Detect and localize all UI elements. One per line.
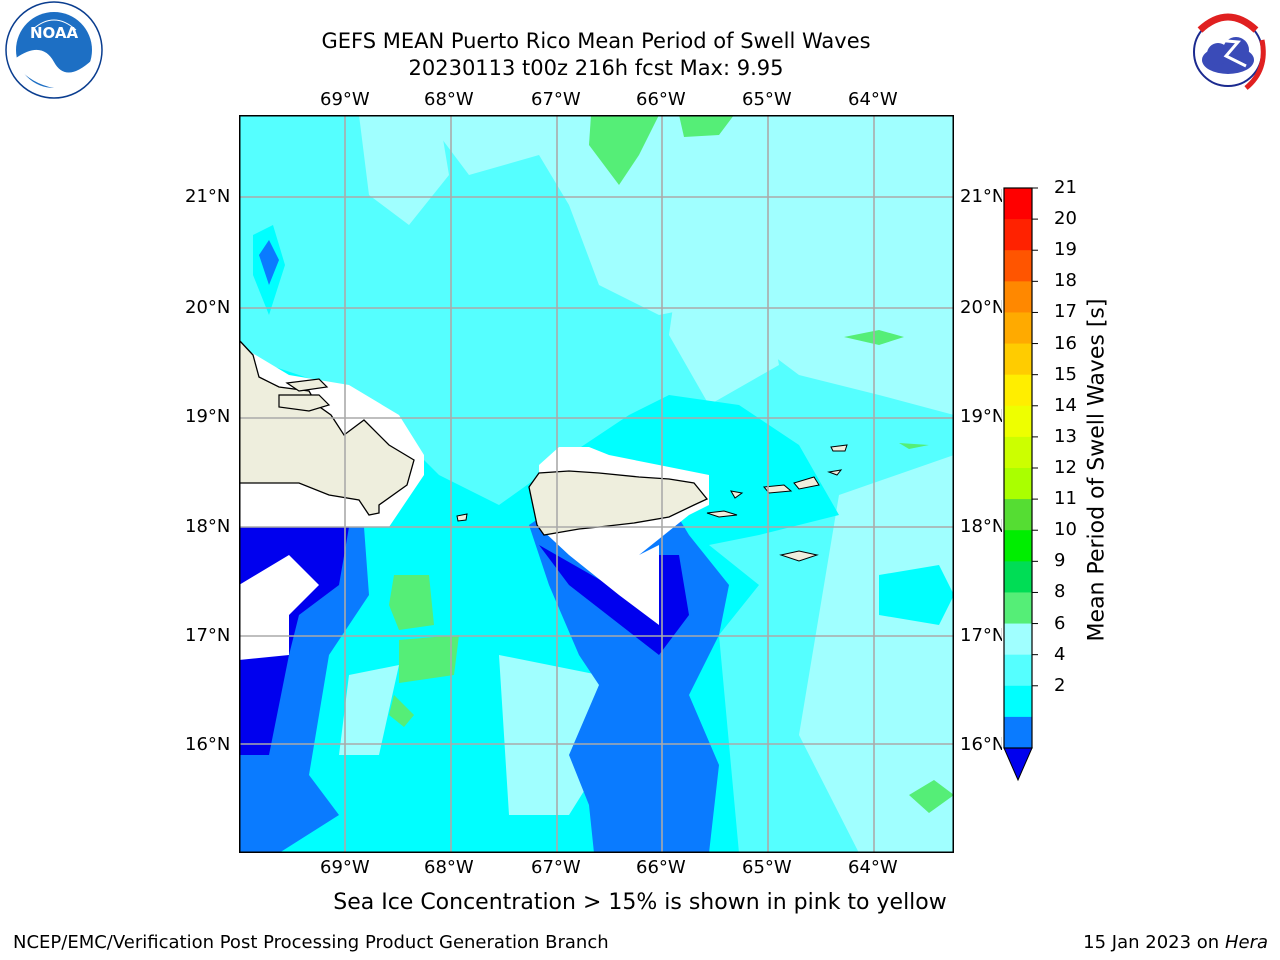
colorbar-segment (1004, 312, 1032, 345)
lon-label-bottom: 64°W (848, 857, 898, 878)
colorbar-segment (1004, 188, 1032, 220)
footer-credit: NCEP/EMC/Verification Post Processing Pr… (13, 932, 609, 953)
colorbar-tick-label: 12 (1054, 457, 1077, 478)
colorbar-tick-label: 13 (1054, 425, 1077, 447)
colorbar-label: Mean Period of Swell Waves [s] (1084, 298, 1110, 642)
chart-title: GEFS MEAN Puerto Rico Mean Period of Swe… (321, 29, 871, 53)
lat-label-left: 20°N (185, 297, 231, 318)
lat-labels-right: 21°N 20°N 19°N 18°N 17°N 16°N (958, 180, 1002, 760)
colorbar-extend-arrow (1003, 747, 1033, 782)
colorbar-tick-label: 15 (1054, 363, 1077, 385)
colorbar-segment (1004, 499, 1032, 531)
colorbar-tick-label: 6 (1054, 612, 1066, 634)
colorbar-segment (1004, 592, 1032, 625)
colorbar-segment (1004, 405, 1032, 438)
colorbar-segment (1004, 530, 1032, 562)
colorbar-tick-label: 20 (1054, 208, 1077, 230)
lon-label-top: 68°W (424, 89, 474, 110)
colorbar-tick-label: 4 (1054, 643, 1066, 665)
lon-label-top: 66°W (636, 89, 686, 110)
swell-period-map (239, 115, 954, 853)
lon-label-bottom: 67°W (531, 857, 581, 878)
colorbar-tick-label: 14 (1054, 394, 1077, 416)
colorbar-tick-label: 19 (1054, 239, 1077, 261)
colorbar-segment (1004, 468, 1032, 500)
colorbar-tick-label: 2 (1054, 674, 1066, 696)
footer-host: Hera (1224, 932, 1268, 953)
colorbar-segment (1004, 654, 1032, 687)
lon-label-top: 64°W (848, 89, 898, 110)
colorbar-segment (1004, 281, 1032, 313)
lon-label-top: 67°W (531, 89, 581, 110)
colorbar-tick-label: 16 (1054, 332, 1077, 354)
colorbar-tick-label: 9 (1054, 550, 1066, 572)
colorbar-tick-label: 21 (1054, 177, 1077, 198)
lon-label-bottom: 65°W (742, 857, 792, 878)
chart-subtitle: 20230113 t00z 216h fcst Max: 9.95 (408, 56, 784, 80)
colorbar-tick-label: 8 (1054, 581, 1066, 603)
lat-label-right: 16°N (960, 734, 1002, 755)
graticule (239, 115, 954, 853)
nws-logo (1176, 0, 1280, 104)
footer-date: 15 Jan 2023 on Hera (1083, 932, 1268, 953)
lat-label-left: 17°N (185, 625, 231, 646)
colorbar-tick-label: 10 (1054, 519, 1077, 541)
hispaniola-land (239, 339, 415, 516)
colorbar-segment (1004, 250, 1032, 282)
lat-label-left: 19°N (185, 406, 231, 427)
lon-label-bottom: 66°W (636, 857, 686, 878)
lon-label-bottom: 69°W (320, 857, 370, 878)
lat-label-right: 21°N (960, 186, 1002, 207)
colorbar-segment (1004, 716, 1032, 749)
colorbar-tick-label: 17 (1054, 301, 1077, 323)
footer-date-text: 15 Jan 2023 on (1083, 932, 1225, 953)
map-frame (239, 115, 954, 853)
colorbar-segment (1004, 561, 1032, 593)
lat-label-left: 16°N (185, 734, 231, 755)
lon-label-top: 65°W (742, 89, 792, 110)
colorbar-segment (1004, 374, 1032, 407)
colorbar-segment (1004, 436, 1032, 469)
colorbar-tick-label: 18 (1054, 270, 1077, 292)
lat-label-left: 21°N (185, 186, 231, 207)
colorbar-segment (1004, 685, 1032, 718)
colorbar (1000, 186, 1040, 786)
lat-label-right: 19°N (960, 406, 1002, 427)
sea-ice-note: Sea Ice Concentration > 15% is shown in … (333, 890, 947, 915)
lon-label-bottom: 68°W (424, 857, 474, 878)
colorbar-tick-label: 11 (1054, 488, 1077, 510)
noaa-logo-text: NOAA (30, 24, 79, 42)
noaa-logo: NOAA (2, 0, 106, 104)
colorbar-segment (1004, 623, 1032, 656)
lat-label-right: 17°N (960, 625, 1002, 646)
contour-9-10 (589, 115, 659, 185)
lat-label-right: 18°N (960, 516, 1002, 537)
lon-label-top: 69°W (320, 89, 370, 110)
lat-label-right: 20°N (960, 297, 1002, 318)
colorbar-segment (1004, 343, 1032, 376)
lat-label-left: 18°N (185, 516, 231, 537)
colorbar-segment (1004, 219, 1032, 251)
